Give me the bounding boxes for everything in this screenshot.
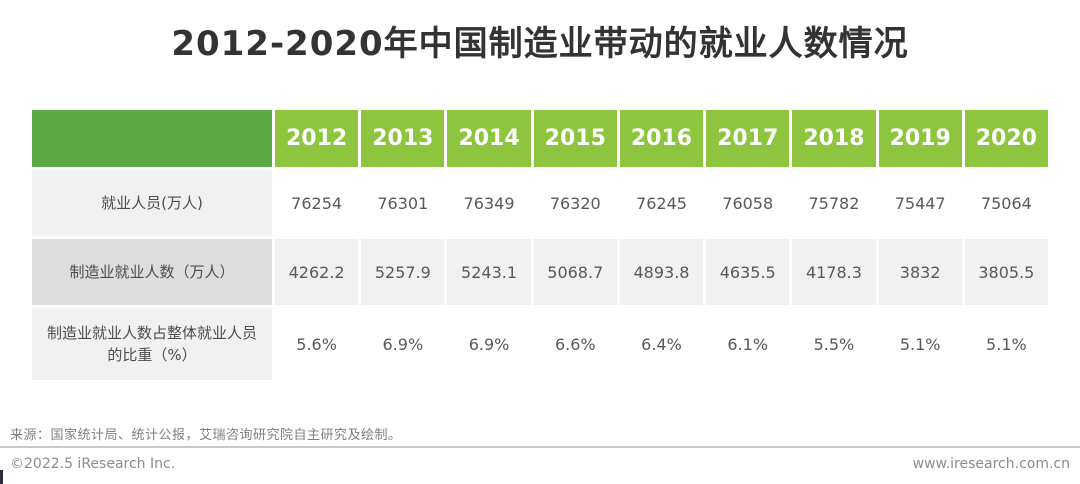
table-cell: 76058 bbox=[706, 170, 790, 236]
table-cell: 5.5% bbox=[792, 308, 876, 380]
table-cell: 5257.9 bbox=[361, 239, 445, 305]
table-cell: 3805.5 bbox=[964, 239, 1048, 305]
table-header-year: 2012 bbox=[275, 110, 359, 167]
table-cell: 5.1% bbox=[878, 308, 962, 380]
table-header-year: 2019 bbox=[878, 110, 962, 167]
row-label-manufacturing-share: 制造业就业人数占整体就业人员的比重（%） bbox=[32, 308, 272, 380]
table-cell: 75064 bbox=[964, 170, 1048, 236]
table-cell: 5.1% bbox=[964, 308, 1048, 380]
table-cell: 6.9% bbox=[361, 308, 445, 380]
table-header-year: 2015 bbox=[533, 110, 617, 167]
page-title: 2012-2020年中国制造业带动的就业人数情况 bbox=[171, 24, 909, 64]
table-cell: 6.9% bbox=[447, 308, 531, 380]
table-cell: 75447 bbox=[878, 170, 962, 236]
row-label-manufacturing-employment: 制造业就业人数（万人） bbox=[32, 239, 272, 305]
table-header-year: 2014 bbox=[447, 110, 531, 167]
table-cell: 3832 bbox=[878, 239, 962, 305]
table-cell: 76349 bbox=[447, 170, 531, 236]
table-cell: 4635.5 bbox=[706, 239, 790, 305]
table-cell: 6.1% bbox=[706, 308, 790, 380]
source-note: 来源：国家统计局、统计公报，艾瑞咨询研究院自主研究及绘制。 bbox=[10, 428, 402, 443]
table-cell: 4178.3 bbox=[792, 239, 876, 305]
table-cell: 4262.2 bbox=[275, 239, 359, 305]
table-header-year: 2016 bbox=[619, 110, 704, 167]
row-label-employment-total: 就业人员(万人) bbox=[32, 170, 272, 236]
table-cell: 75782 bbox=[792, 170, 876, 236]
table-header-year: 2018 bbox=[792, 110, 876, 167]
table-cell: 5243.1 bbox=[447, 239, 531, 305]
table-cell: 6.4% bbox=[619, 308, 704, 380]
data-table: 2012 2013 2014 2015 2016 2017 2018 2019 … bbox=[32, 110, 1048, 380]
table-cell: 76320 bbox=[533, 170, 617, 236]
table-header-year: 2020 bbox=[964, 110, 1048, 167]
copyright-text: ©2022.5 iResearch Inc. bbox=[10, 456, 176, 472]
table-cell: 76245 bbox=[619, 170, 704, 236]
table-cell: 5068.7 bbox=[533, 239, 617, 305]
table-cell: 76301 bbox=[361, 170, 445, 236]
table-cell: 4893.8 bbox=[619, 239, 704, 305]
page-corner-mark bbox=[0, 470, 3, 484]
table-header-year: 2017 bbox=[706, 110, 790, 167]
table-header-corner bbox=[32, 110, 272, 167]
footer-divider bbox=[0, 446, 1080, 448]
website-url: www.iresearch.com.cn bbox=[912, 456, 1070, 472]
table-cell: 6.6% bbox=[533, 308, 617, 380]
table-header-year: 2013 bbox=[361, 110, 445, 167]
table-cell: 76254 bbox=[275, 170, 359, 236]
table-cell: 5.6% bbox=[275, 308, 359, 380]
